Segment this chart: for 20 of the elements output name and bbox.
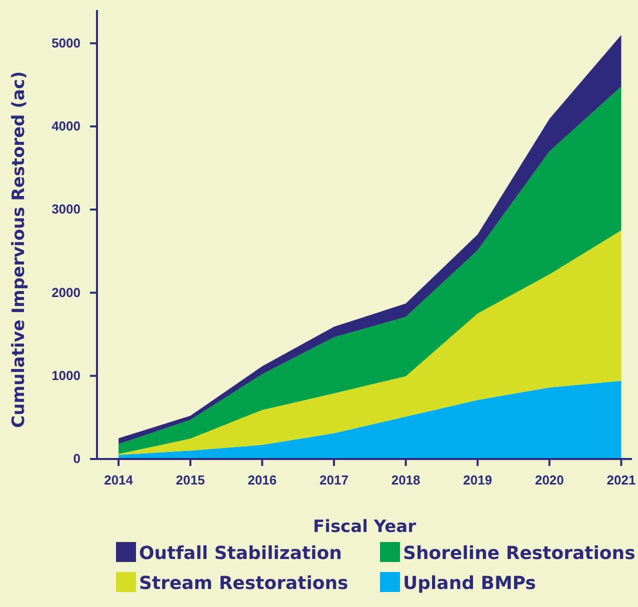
y-tick-label: 2000 <box>52 284 80 300</box>
x-tick-label: 2021 <box>606 472 636 488</box>
x-tick-label: 2016 <box>248 472 277 488</box>
legend-label: Outfall Stabilization <box>139 543 342 564</box>
legend-label: Shoreline Restorations <box>403 543 636 564</box>
x-tick-label: 2019 <box>463 472 492 488</box>
y-tick-label: 4000 <box>52 118 80 134</box>
x-tick-label: 2018 <box>391 472 420 488</box>
y-tick-label: 5000 <box>52 35 80 50</box>
x-tick-label: 2017 <box>320 472 348 488</box>
x-axis-title: Fiscal Year <box>313 517 417 537</box>
y-tick-label: 1000 <box>52 368 80 384</box>
y-tick-label: 0 <box>73 451 80 466</box>
y-axis-title: Cumulative Impervious Restored (ac) <box>9 71 29 428</box>
y-tick-label: 3000 <box>52 202 80 217</box>
x-tick-label: 2020 <box>534 472 564 488</box>
legend-label: Upland BMPs <box>403 573 536 594</box>
x-tick-label: 2015 <box>176 472 205 488</box>
legend-label: Stream Restorations <box>139 573 348 594</box>
x-tick-label: 2014 <box>104 472 134 488</box>
